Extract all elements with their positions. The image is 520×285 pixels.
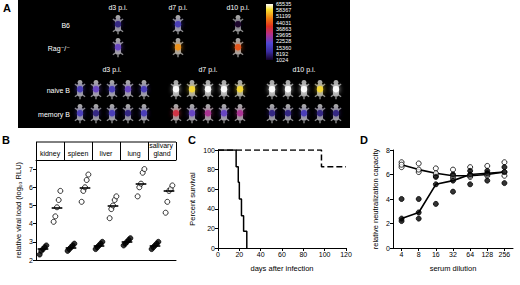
svg-text:36863: 36863 [276, 26, 291, 32]
svg-text:A: A [3, 2, 11, 14]
svg-text:kidney: kidney [40, 150, 61, 158]
svg-text:lung: lung [127, 150, 140, 158]
svg-text:serum dilution: serum dilution [430, 264, 477, 273]
svg-text:naive B: naive B [47, 87, 71, 94]
svg-text:6: 6 [29, 184, 33, 191]
svg-text:20: 20 [207, 225, 215, 232]
svg-text:64: 64 [466, 251, 474, 258]
svg-text:Percent survival: Percent survival [188, 172, 197, 226]
svg-text:100: 100 [319, 251, 331, 258]
svg-text:8: 8 [417, 251, 421, 258]
svg-text:2: 2 [29, 257, 33, 264]
svg-text:120: 120 [340, 251, 352, 258]
svg-text:D: D [360, 134, 368, 146]
svg-text:40: 40 [207, 205, 215, 212]
svg-text:4: 4 [29, 220, 33, 227]
svg-text:58367: 58367 [276, 7, 291, 13]
svg-text:32: 32 [449, 251, 457, 258]
svg-text:20: 20 [235, 251, 243, 258]
svg-text:8: 8 [386, 147, 390, 154]
svg-text:4: 4 [400, 251, 404, 258]
svg-text:2: 2 [386, 220, 390, 227]
svg-text:3: 3 [29, 238, 33, 245]
svg-text:80: 80 [299, 251, 307, 258]
svg-text:0: 0 [211, 245, 215, 252]
svg-text:C: C [188, 134, 196, 146]
svg-text:d3 p.i.: d3 p.i. [102, 66, 121, 74]
svg-text:6: 6 [386, 171, 390, 178]
svg-text:B: B [2, 134, 10, 146]
svg-text:0: 0 [386, 245, 390, 252]
svg-text:1024: 1024 [276, 57, 288, 63]
svg-text:44031: 44031 [276, 20, 291, 26]
svg-text:liver: liver [100, 150, 114, 157]
svg-text:d7 p.i.: d7 p.i. [198, 66, 217, 74]
svg-text:5: 5 [29, 202, 33, 209]
svg-text:spleen: spleen [68, 150, 89, 158]
svg-text:60: 60 [278, 251, 286, 258]
svg-text:d10 p.i.: d10 p.i. [227, 4, 250, 12]
svg-text:d3 p.i.: d3 p.i. [108, 4, 127, 12]
svg-text:16: 16 [432, 251, 440, 258]
svg-text:100: 100 [203, 147, 215, 154]
svg-text:d10 p.i.: d10 p.i. [293, 66, 316, 74]
svg-text:0: 0 [216, 251, 220, 258]
svg-text:salivary: salivary [149, 142, 175, 150]
svg-text:Rag⁻/⁻: Rag⁻/⁻ [48, 45, 70, 53]
svg-text:8192: 8192 [276, 51, 288, 57]
svg-text:4: 4 [386, 196, 390, 203]
svg-text:relative viral load (log₁₀ RLU: relative viral load (log₁₀ RLU) [14, 161, 23, 258]
svg-text:80: 80 [207, 166, 215, 173]
svg-text:memory B: memory B [38, 111, 70, 119]
svg-text:gland: gland [153, 150, 170, 158]
svg-text:40: 40 [257, 251, 265, 258]
svg-text:65535: 65535 [276, 1, 291, 7]
svg-text:128: 128 [481, 251, 493, 258]
svg-text:15360: 15360 [276, 45, 291, 51]
svg-text:256: 256 [499, 251, 511, 258]
svg-text:relative neutralization capaci: relative neutralization capacity [371, 149, 380, 250]
svg-text:22528: 22528 [276, 38, 291, 44]
svg-text:days after infection: days after infection [251, 264, 314, 273]
svg-text:51199: 51199 [276, 13, 291, 19]
svg-text:d7 p.i.: d7 p.i. [168, 4, 187, 12]
svg-text:B6: B6 [61, 22, 70, 29]
svg-text:7: 7 [29, 166, 33, 173]
svg-text:29695: 29695 [276, 32, 291, 38]
svg-text:60: 60 [207, 186, 215, 193]
